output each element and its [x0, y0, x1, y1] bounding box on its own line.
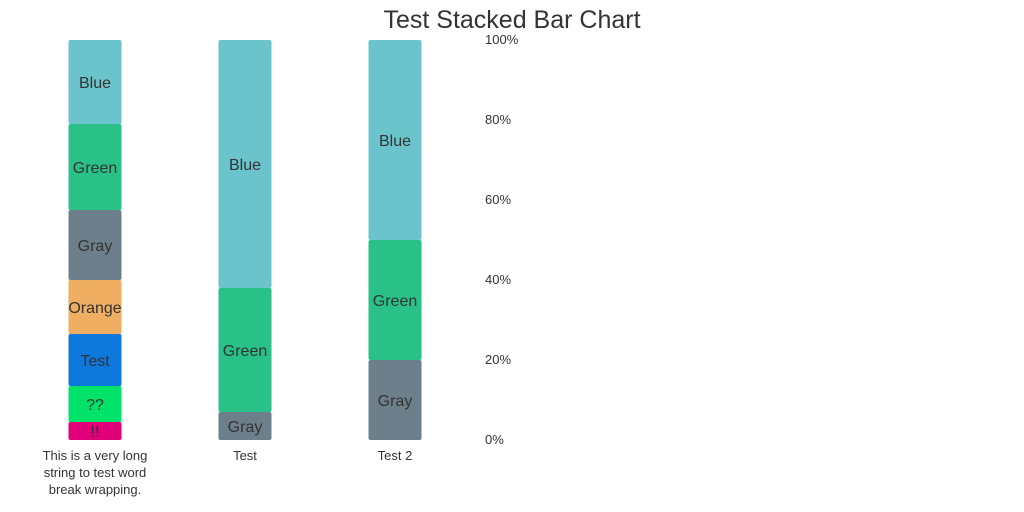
segment-label: Gray: [78, 238, 113, 255]
bar-segment-[interactable]: [68, 386, 122, 422]
bar-segment-blue[interactable]: [368, 40, 422, 240]
segment-label: Gray: [228, 419, 263, 436]
segment-label: Green: [373, 293, 417, 310]
category-label: Test 2: [378, 448, 413, 463]
bar-segment-blue[interactable]: [218, 40, 272, 288]
segment-label: Green: [223, 343, 267, 360]
chart-title: Test Stacked Bar Chart: [383, 6, 641, 34]
segment-label: Test: [80, 353, 110, 370]
y-tick-label: 20%: [485, 352, 511, 367]
segment-label: Blue: [379, 133, 411, 150]
y-tick-label: 80%: [485, 112, 511, 127]
segment-label: Gray: [378, 393, 413, 410]
bar-segment-orange[interactable]: [68, 280, 122, 334]
segment-label: !!: [91, 424, 100, 441]
bar-segment-green[interactable]: [368, 240, 422, 360]
category-label: Test: [233, 448, 257, 463]
y-tick-label: 0%: [485, 432, 504, 447]
bar-segment-green[interactable]: [218, 288, 272, 412]
segment-label: Orange: [68, 300, 121, 317]
segment-label: ??: [86, 397, 104, 414]
y-tick-label: 60%: [485, 192, 511, 207]
bar-segment-[interactable]: [68, 422, 122, 440]
bar-segment-test[interactable]: [68, 334, 122, 386]
segment-label: Blue: [229, 157, 261, 174]
bar-segment-gray[interactable]: [218, 412, 272, 440]
category-label: This is a very long string to test word br…: [43, 448, 148, 497]
y-tick-label: 40%: [485, 272, 511, 287]
segment-label: Blue: [79, 75, 111, 92]
bar-segment-gray[interactable]: [68, 210, 122, 280]
bar-segment-blue[interactable]: [68, 40, 122, 124]
y-tick-label: 100%: [485, 32, 519, 47]
segment-label: Green: [73, 160, 117, 177]
bar-segment-green[interactable]: [68, 124, 122, 210]
bar-segment-gray[interactable]: [368, 360, 422, 440]
